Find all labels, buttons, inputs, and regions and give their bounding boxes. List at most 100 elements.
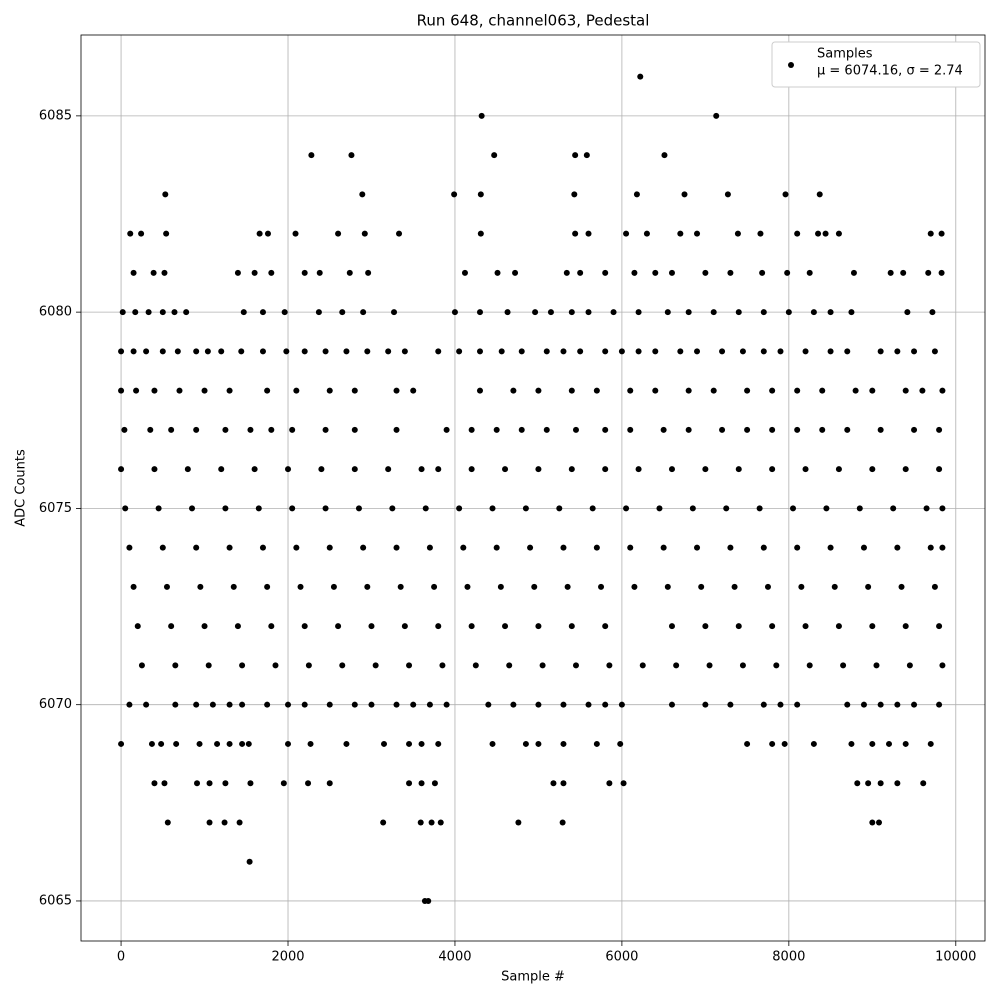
data-point — [723, 505, 730, 512]
data-point — [900, 269, 907, 276]
data-point — [335, 623, 342, 630]
data-point — [255, 505, 262, 512]
data-point — [710, 387, 717, 394]
data-point — [559, 819, 566, 826]
y-axis-label: ADC Counts — [14, 449, 29, 527]
data-point — [468, 426, 475, 433]
data-point — [938, 269, 945, 276]
data-point — [193, 544, 200, 551]
data-point — [121, 426, 128, 433]
data-point — [439, 662, 446, 669]
data-point — [343, 348, 350, 355]
data-point — [368, 701, 375, 708]
data-point — [706, 662, 713, 669]
data-point — [401, 348, 408, 355]
data-point — [222, 426, 229, 433]
data-point — [493, 544, 500, 551]
data-point — [161, 780, 168, 787]
data-point — [673, 662, 680, 669]
data-point — [339, 662, 346, 669]
data-point — [631, 269, 638, 276]
data-point — [890, 505, 897, 512]
data-point — [927, 740, 934, 747]
data-point — [410, 701, 417, 708]
data-point — [939, 505, 946, 512]
data-point — [472, 662, 479, 669]
legend-box — [771, 41, 981, 88]
data-point — [522, 740, 529, 747]
data-point — [281, 309, 288, 316]
data-point — [589, 505, 596, 512]
data-point — [602, 466, 609, 473]
data-point — [159, 309, 166, 316]
data-point — [428, 819, 435, 826]
data-point — [627, 544, 634, 551]
data-point — [585, 230, 592, 237]
data-point — [158, 740, 165, 747]
data-point — [894, 348, 901, 355]
data-point — [677, 230, 684, 237]
data-point — [355, 505, 362, 512]
data-point — [904, 309, 911, 316]
data-point — [769, 387, 776, 394]
data-point — [437, 819, 444, 826]
data-point — [623, 230, 630, 237]
data-point — [308, 152, 315, 159]
data-point — [239, 701, 246, 708]
data-point — [694, 544, 701, 551]
data-point — [936, 466, 943, 473]
data-point — [929, 309, 936, 316]
data-point — [756, 505, 763, 512]
chart-title: Run 648, channel063, Pedestal — [417, 12, 650, 30]
data-point — [126, 701, 133, 708]
data-point — [835, 623, 842, 630]
data-point — [618, 701, 625, 708]
data-point — [359, 191, 366, 198]
y-tick-label: 6065 — [39, 893, 72, 908]
data-point — [234, 269, 241, 276]
data-point — [148, 740, 155, 747]
point-layer — [118, 73, 946, 904]
data-point — [292, 230, 299, 237]
data-point — [769, 466, 776, 473]
data-point — [285, 701, 292, 708]
data-point — [744, 387, 751, 394]
data-point — [564, 583, 571, 590]
data-point — [844, 701, 851, 708]
data-point — [769, 740, 776, 747]
data-point — [393, 426, 400, 433]
data-point — [560, 780, 567, 787]
data-point — [322, 426, 329, 433]
data-point — [155, 505, 162, 512]
data-point — [204, 348, 211, 355]
data-point — [568, 466, 575, 473]
x-tick-label: 6000 — [605, 950, 638, 965]
data-point — [393, 701, 400, 708]
data-point — [326, 780, 333, 787]
data-point — [307, 740, 314, 747]
data-point — [790, 505, 797, 512]
data-point — [364, 583, 371, 590]
y-tick-label: 6085 — [39, 108, 72, 123]
data-point — [431, 780, 438, 787]
data-point — [794, 387, 801, 394]
data-point — [418, 780, 425, 787]
data-point — [631, 583, 638, 590]
data-point — [130, 348, 137, 355]
data-point — [877, 426, 884, 433]
data-point — [602, 348, 609, 355]
data-point — [560, 544, 567, 551]
data-point — [547, 309, 554, 316]
data-point — [391, 309, 398, 316]
data-point — [735, 309, 742, 316]
data-point — [301, 701, 308, 708]
data-point — [652, 387, 659, 394]
data-point — [794, 701, 801, 708]
data-point — [201, 387, 208, 394]
data-point — [226, 387, 233, 394]
data-point — [593, 387, 600, 394]
data-point — [134, 623, 141, 630]
data-point — [664, 583, 671, 590]
data-point — [802, 348, 809, 355]
data-point — [316, 269, 323, 276]
